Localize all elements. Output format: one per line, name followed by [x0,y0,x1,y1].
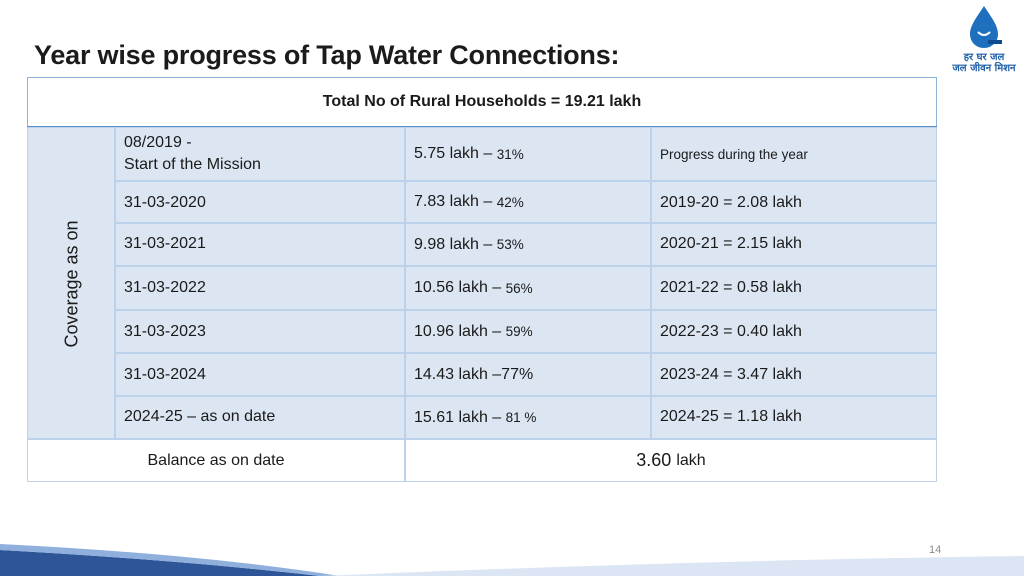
coverage-pct: 42% [496,194,524,210]
logo-line2: जल जीवन मिशन [952,63,1016,74]
table-row-coverage: 5.75 lakh – 31% [405,127,651,181]
table-row-coverage: 10.96 lakh – 59% [405,310,651,353]
table-row-coverage: 10.56 lakh – 56% [405,266,651,310]
table-row-progress: 2019-20 = 2.08 lakh [651,181,937,223]
table-row-coverage: 15.61 lakh – 81 % [405,396,651,439]
balance-label: Balance as on date [27,439,405,482]
table-row-date: 31-03-2020 [115,181,405,223]
coverage-main: 15.61 lakh – [414,408,506,426]
footer-wave-decoration [0,544,1024,576]
coverage-pct: 56% [505,280,533,296]
balance-value: 3.60 [636,450,672,470]
coverage-main: 9.98 lakh – [414,235,497,253]
date-line2: Start of the Mission [124,156,261,173]
jal-jeevan-mission-logo [970,6,1002,48]
coverage-main: 10.96 lakh – [414,322,506,340]
balance-unit: lakh [676,451,706,469]
coverage-label: Coverage as on [61,220,82,348]
table-row-date: 2024-25 – as on date [115,396,405,439]
coverage-pct: 31% [496,146,524,162]
coverage-main: 10.56 lakh – [414,279,506,296]
table-row-coverage: 9.98 lakh – 53% [405,223,651,266]
table-row-progress: 2023-24 = 3.47 lakh [651,353,937,396]
logo-line1: हर घर जल [963,52,1005,63]
table-header: Total No of Rural Households = 19.21 lak… [27,77,937,127]
table-row-progress: Progress during the year [651,127,937,181]
table-row-progress: 2021-22 = 0.58 lakh [651,266,937,310]
table-row-date: 31-03-2022 [115,266,405,310]
table-row-progress: 2022-23 = 0.40 lakh [651,310,937,353]
table-row-date: 31-03-2023 [115,310,405,353]
coverage-pct: 81 % [505,410,537,425]
page-title: Year wise progress of Tap Water Connecti… [34,40,620,70]
page-number: 14 [929,544,942,556]
table-row-coverage: 14.43 lakh –77% [405,353,651,396]
table-row-coverage: 7.83 lakh – 42% [405,181,651,223]
table-row-date: 31-03-2021 [115,223,405,266]
table-row-progress: 2020-21 = 2.15 lakh [651,223,937,266]
table-row-date: 08/2019 - Start of the Mission [115,127,405,181]
coverage-pct: 59% [505,324,533,339]
date-line1: 08/2019 - [124,134,192,151]
progress-table: Total No of Rural Households = 19.21 lak… [27,77,937,482]
coverage-main: 14.43 lakh –77% [414,366,534,383]
side-label-cell: Coverage as on [27,127,115,439]
coverage-main: 5.75 lakh – [414,145,497,162]
coverage-pct: 53% [496,237,524,252]
balance-value-cell: 3.60 lakh [405,439,937,482]
table-row-progress: 2024-25 = 1.18 lakh [651,396,937,439]
coverage-main: 7.83 lakh – [414,193,497,210]
table-row-date: 31-03-2024 [115,353,405,396]
logo-text: हर घर जल जल जीवन मिशन [946,52,1022,74]
